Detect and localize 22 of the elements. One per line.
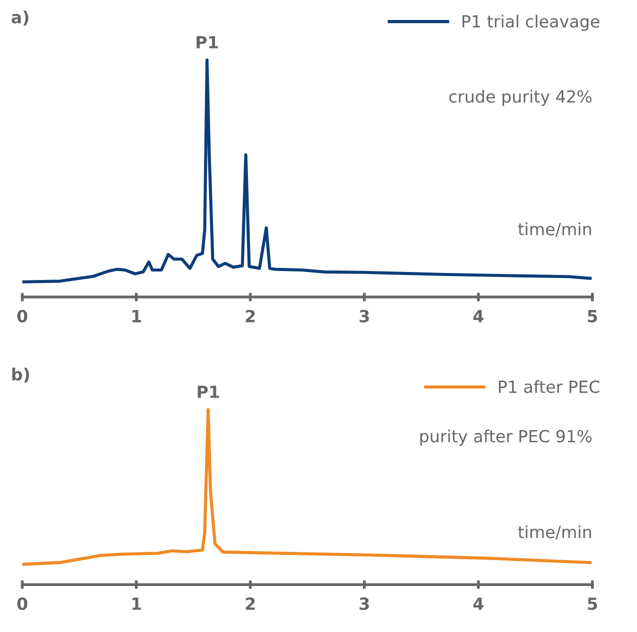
annotation: P1: [198, 386, 219, 398]
x-tick-label: 0: [17, 310, 28, 322]
annotation: crude purity 42%: [449, 90, 592, 106]
x-tick-label: 3: [360, 597, 369, 610]
x-tick-label: 1: [132, 310, 141, 322]
x-tick-label: 1: [132, 598, 141, 610]
x-tick-label: 5: [588, 310, 598, 322]
x-tick-label: 4: [473, 310, 484, 322]
legend-label: P1 after PEC: [498, 380, 600, 394]
chart-title: b): [12, 368, 30, 383]
x-axis-title: time/min: [518, 525, 591, 540]
x-tick-label: 3: [360, 310, 369, 322]
x-tick-label: 4: [473, 598, 484, 610]
chart-title: a): [12, 10, 28, 26]
legend-label: P1 trial cleavage: [462, 14, 600, 31]
annotation: P1: [196, 36, 218, 48]
x-tick-label: 0: [17, 597, 28, 610]
annotation: purity after PEC 91%: [420, 430, 592, 446]
x-tick-label: 5: [588, 598, 598, 610]
x-tick-label: 2: [246, 597, 255, 610]
x-tick-label: 2: [246, 310, 255, 322]
x-axis-title: time/min: [518, 222, 591, 237]
